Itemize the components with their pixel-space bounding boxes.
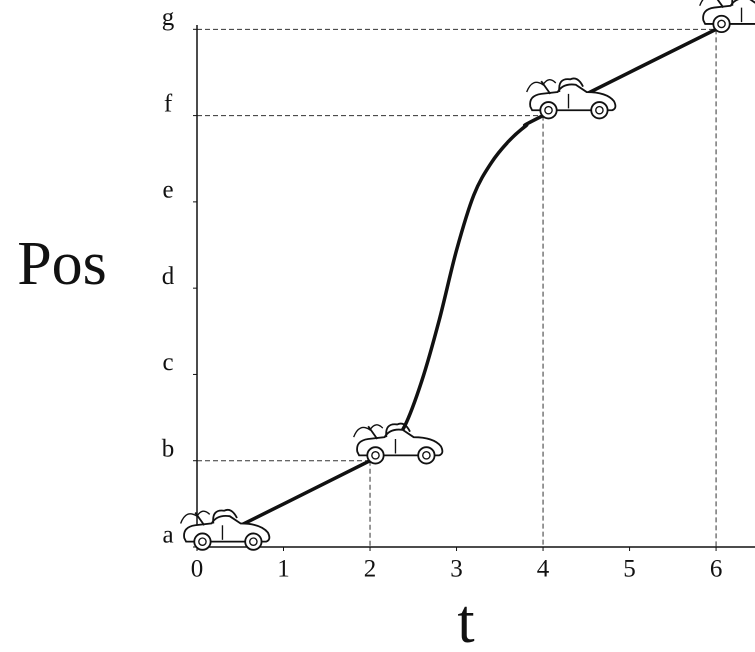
y-tick-label: c [162, 349, 173, 376]
y-tick-label: g [162, 4, 175, 31]
x-tick-label: 2 [364, 556, 377, 583]
car [352, 422, 444, 465]
x-axis-label: t [457, 588, 474, 652]
x-tick-label: 5 [623, 556, 636, 583]
y-tick-label: b [162, 435, 175, 462]
x-tick-label: 0 [191, 556, 204, 583]
y-axis-label: Pos [17, 230, 107, 298]
x-tick-label: 6 [710, 556, 723, 583]
y-tick-label: a [162, 522, 173, 549]
position-curve [196, 27, 717, 549]
x-tick-label: 4 [537, 556, 550, 583]
x-tick-label: 3 [450, 556, 463, 583]
x-tick-label: 1 [277, 556, 290, 583]
car [698, 0, 755, 34]
y-tick-label: f [164, 90, 173, 117]
y-tick-label: e [162, 177, 173, 204]
y-tick-label: d [162, 263, 175, 290]
